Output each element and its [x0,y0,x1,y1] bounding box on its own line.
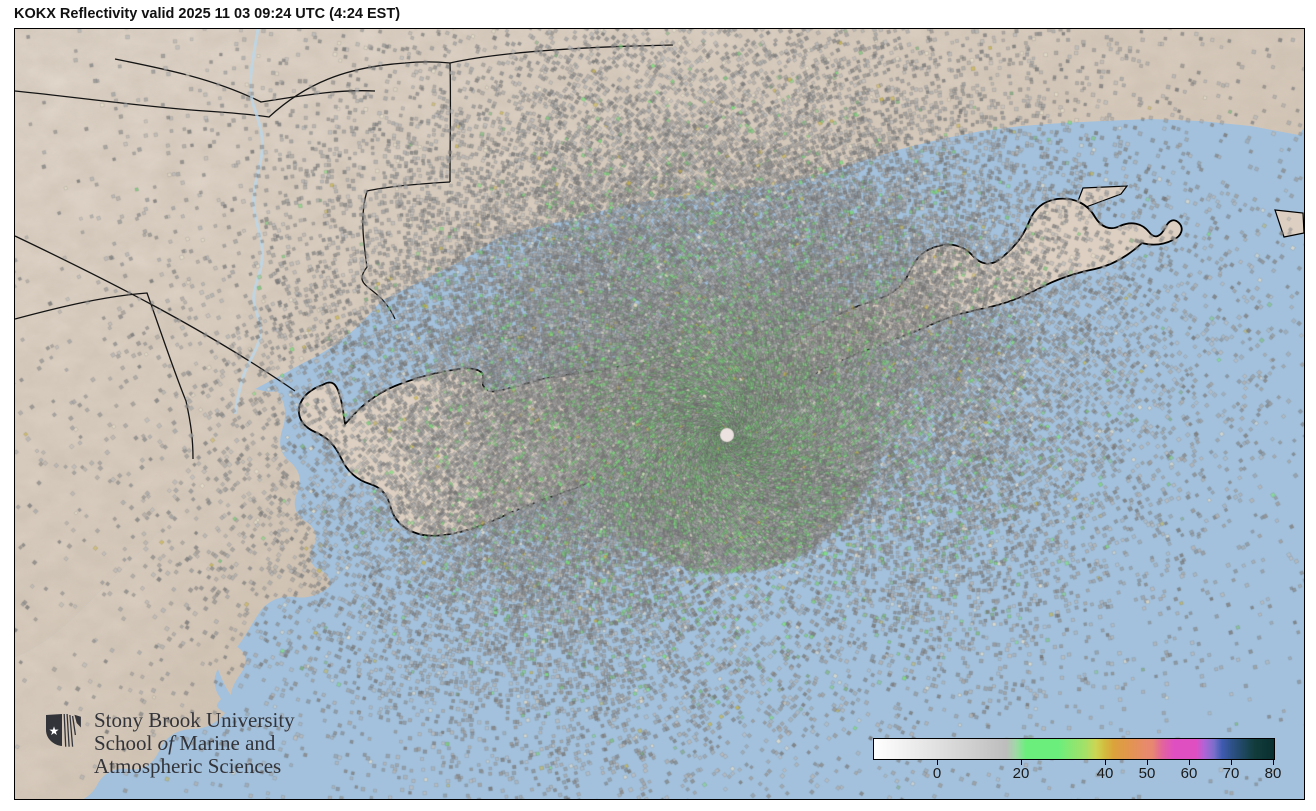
svg-text:★: ★ [49,724,60,738]
